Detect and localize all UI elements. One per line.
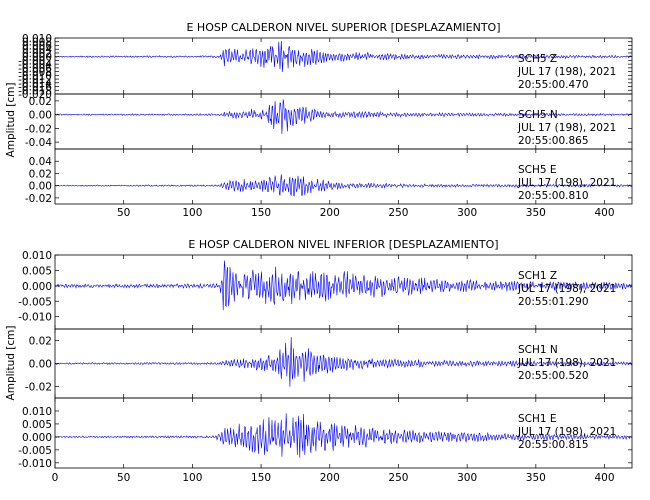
chart-1-x-tick-label: 400 [595, 472, 615, 484]
chart-1-x-tick-label: 50 [117, 472, 130, 484]
chart-0-series-0-component-label: SCH5 Z [518, 53, 557, 65]
chart-1-panel-2-y-tick-label: -0.005 [18, 445, 52, 457]
chart-0-panel-0-y-tick-label: -0.010 [18, 70, 52, 82]
chart-0-panel-0-y-tick-label: 0.010 [22, 33, 52, 45]
chart-0-panel-0-y-tick-label: -0.006 [18, 63, 52, 75]
chart-1-panel-1-y-tick-label: -0.02 [25, 382, 52, 394]
chart-1-panel-0-y-tick-label: 0.000 [22, 281, 52, 293]
chart-0-panel-0-y-tick-label: 0.002 [22, 48, 52, 60]
chart-1-y-axis-label: Amplitud [cm] [5, 326, 17, 401]
chart-0-x-tick-label: 50 [117, 207, 130, 219]
chart-1-panel-2-y-tick-label: 0.000 [22, 432, 52, 444]
chart-0-panel-0-y-tick-label: 0.004 [22, 44, 52, 56]
chart-0-x-tick-label: 250 [388, 207, 408, 219]
chart-0-panel-0-y-tick-label: -0.004 [18, 59, 52, 71]
chart-0-series-0-trace [54, 40, 632, 73]
chart-0-series-1-time-label: 20:55:00.865 [518, 135, 589, 147]
chart-1-series-0-time-label: 20:55:01.290 [518, 296, 589, 308]
chart-0-panel-0-y-tick-label: -0.020 [18, 89, 52, 101]
chart-1-panel-2-y-tick-label: -0.010 [18, 458, 52, 470]
chart-0-panel-1-y-tick-label: 0.00 [29, 110, 52, 122]
chart-0-panel-0-y-tick-label: -0.018 [18, 85, 52, 97]
chart-1-series-2-date-label: JUL 17 (198), 2021 [517, 426, 616, 438]
chart-0-panel-0-y-tick-label: 0.008 [22, 37, 52, 49]
chart-0-x-tick-label: 350 [526, 207, 546, 219]
chart-0-panel-2-y-tick-label: -0.02 [25, 193, 52, 205]
chart-0-title: E HOSP CALDERON NIVEL SUPERIOR [DESPLAZA… [186, 21, 500, 34]
chart-0-panel-0-y-tick-label: -0.008 [18, 67, 52, 79]
chart-0-series-0-time-label: 20:55:00.470 [518, 79, 589, 91]
chart-1-panel-1-y-tick-label: 0.02 [29, 336, 52, 348]
chart-1-x-tick-label: 350 [526, 472, 546, 484]
chart-0-series-2-component-label: SCH5 E [518, 164, 557, 176]
chart-0-x-tick-label: 100 [182, 207, 202, 219]
chart-0-panel-0-y-tick-label: 0.000 [22, 52, 52, 64]
chart-0-panel-2-y-tick-label: 0.00 [29, 181, 52, 193]
chart-0-series-2-trace [54, 174, 633, 197]
chart-1-series-0-trace [54, 260, 633, 311]
chart-1-series-1-date-label: JUL 17 (198), 2021 [517, 357, 616, 369]
chart-1-series-2-time-label: 20:55:00.815 [518, 439, 589, 451]
chart-0-panel-0-y-tick-label: -0.002 [18, 55, 52, 67]
chart-0-panel-2-y-tick-label: 0.04 [29, 156, 53, 168]
chart-0-x-tick-label: 400 [595, 207, 615, 219]
chart-0-panel-1-y-tick-label: -0.04 [25, 137, 52, 149]
chart-0-y-axis-label: Amplitud [cm] [5, 83, 17, 158]
chart-1-x-tick-label: 150 [251, 472, 271, 484]
chart-0-x-tick-label: 200 [320, 207, 340, 219]
chart-1-x-tick-label: 300 [457, 472, 477, 484]
chart-0-panel-2-y-tick-label: 0.02 [29, 168, 52, 180]
chart-0-series-0-date-label: JUL 17 (198), 2021 [517, 66, 616, 78]
chart-0-panel-0-y-tick-label: -0.016 [18, 82, 52, 94]
chart-1-panel-2-y-tick-label: 0.010 [22, 406, 52, 418]
chart-0-series-2-date-label: JUL 17 (198), 2021 [517, 177, 616, 189]
chart-1-panel-2-y-tick-label: 0.005 [22, 419, 52, 431]
chart-0-series-1-date-label: JUL 17 (198), 2021 [517, 122, 616, 134]
chart-1-panel-0-y-tick-label: -0.010 [18, 312, 52, 324]
chart-1-series-0-date-label: JUL 17 (198), 2021 [517, 283, 616, 295]
chart-0-panel-2-frame [54, 148, 633, 205]
chart-0-panel-0-y-tick-label: -0.012 [18, 74, 52, 86]
chart-0-series-1-trace [54, 99, 633, 135]
chart-1-series-1-time-label: 20:55:00.520 [518, 370, 589, 382]
chart-1-panel-0-y-tick-label: 0.005 [22, 265, 52, 277]
chart-1-series-1-trace [54, 337, 633, 387]
chart-0-panel-1-y-tick-label: -0.02 [25, 123, 52, 135]
chart-0-panel-1-y-tick-label: 0.02 [29, 96, 52, 108]
chart-0-panel-0-y-tick-label: -0.014 [18, 78, 52, 90]
chart-1-x-tick-label: 200 [320, 472, 340, 484]
chart-0-panel-0-y-tick-label: 0.006 [22, 40, 52, 52]
chart-0-x-tick-label: 150 [251, 207, 271, 219]
chart-1-panel-0-y-tick-label: 0.010 [22, 250, 52, 262]
chart-0-x-tick-label: 300 [457, 207, 477, 219]
chart-1-series-1-component-label: SCH1 N [518, 344, 558, 356]
chart-1-panel-2-frame [54, 397, 633, 469]
chart-0-series-2-time-label: 20:55:00.810 [518, 190, 589, 202]
chart-1-panel-1-y-tick-label: 0.00 [29, 359, 52, 371]
chart-1-x-tick-label: 0 [52, 472, 59, 484]
chart-1-panel-0-y-tick-label: -0.005 [18, 296, 52, 308]
chart-1-x-tick-label: 100 [182, 472, 202, 484]
chart-1-series-0-component-label: SCH1 Z [518, 270, 557, 282]
chart-1-x-tick-label: 250 [388, 472, 408, 484]
chart-1-series-2-component-label: SCH1 E [518, 413, 557, 425]
chart-0-series-1-component-label: SCH5 N [518, 109, 558, 121]
chart-1-series-2-trace [54, 413, 633, 458]
chart-1-title: E HOSP CALDERON NIVEL INFERIOR [DESPLAZA… [188, 238, 498, 251]
